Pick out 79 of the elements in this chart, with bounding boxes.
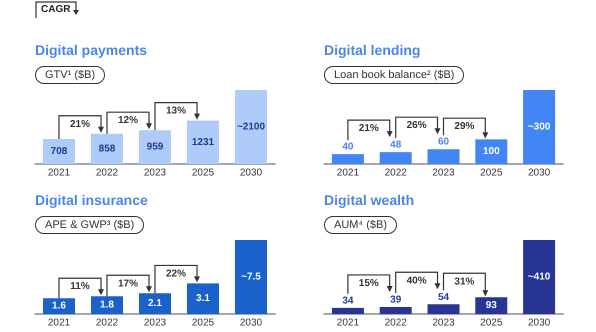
bar [139,293,171,314]
data-label: 1.8 [100,300,114,311]
data-label: 54 [438,292,450,303]
chart-title: Digital payments [35,42,148,58]
x-tick-label: 2022 [96,318,119,328]
bar [187,120,219,164]
bar [43,298,75,314]
bar [428,304,460,314]
x-tick-label: 2025 [192,318,215,328]
bar [523,240,556,314]
data-label: 34 [342,295,354,306]
annotation: 40% [406,275,427,286]
x-tick-label: 2022 [384,168,408,178]
x-tick-label: 2023 [432,168,456,178]
annotation: 29% [454,121,475,132]
x-tick-label: 2023 [144,318,167,328]
data-label: 48 [390,140,402,151]
bar [428,149,460,164]
data-label: 39 [390,294,402,306]
chart-title: Digital lending [324,42,420,58]
bar [43,139,75,164]
data-label: 93 [486,300,498,312]
bar [380,306,412,314]
x-tick-label: 2023 [432,318,456,328]
bar [523,90,556,164]
text: CAGR [41,4,70,15]
data-label: 858 [98,143,116,154]
chart-subtitle: GTV¹ ($B) [35,66,106,84]
x-tick-label: 2022 [96,168,119,178]
x-tick-label: 2023 [144,168,167,178]
x-tick-label: 2030 [240,318,263,328]
chart-subtitle: Loan book balance² ($B) [324,66,464,84]
data-label: 40 [342,142,354,153]
data-label: 2.1 [148,298,162,310]
bar [91,134,123,164]
data-label: 60 [438,136,450,148]
data-label: 1.6 [52,300,66,312]
annotation: 26% [406,120,427,132]
x-tick-label: 2021 [336,168,360,178]
annotation: 17% [118,278,138,290]
bar [332,308,364,314]
chart-subtitle: AUM⁴ ($B) [324,216,398,234]
chart-title: Digital wealth [324,192,414,208]
x-tick-label: 2025 [480,318,503,328]
bar [380,152,412,164]
bar [235,90,267,164]
chart-title: Digital insurance [35,192,148,208]
bar [332,154,364,164]
x-tick-label: 2030 [240,168,263,178]
data-label: ~7.5 [241,272,262,282]
bar [475,297,508,314]
bar [475,139,508,164]
annotation: 15% [358,278,379,289]
annotation: 31% [454,276,475,288]
chart-subtitle: APE & GWP³ ($B) [35,216,144,234]
annotation: 21% [358,123,379,134]
annotation: 11% [70,281,90,292]
x-tick-label: 2021 [48,168,71,178]
data-label: 100 [482,146,500,158]
x-tick-label: 2021 [336,318,360,328]
data-label: 3.1 [196,293,210,304]
x-tick-label: 2025 [192,168,215,178]
data-label: 1231 [192,136,215,148]
annotation: 21% [70,118,90,130]
x-tick-label: 2030 [528,318,551,328]
x-tick-label: 2022 [384,318,408,328]
data-label: 708 [50,146,68,158]
bar [235,240,267,314]
data-label: ~410 [528,272,551,282]
annotation: 12% [118,115,138,126]
x-tick-label: 2025 [480,168,503,178]
x-tick-label: 2030 [528,168,551,178]
bar [91,296,123,314]
bar [139,130,171,164]
x-tick-label: 2021 [48,318,71,328]
data-label: ~300 [528,122,551,132]
data-label: 959 [146,142,164,153]
bar [187,283,219,314]
data-label: ~2100 [236,122,266,132]
